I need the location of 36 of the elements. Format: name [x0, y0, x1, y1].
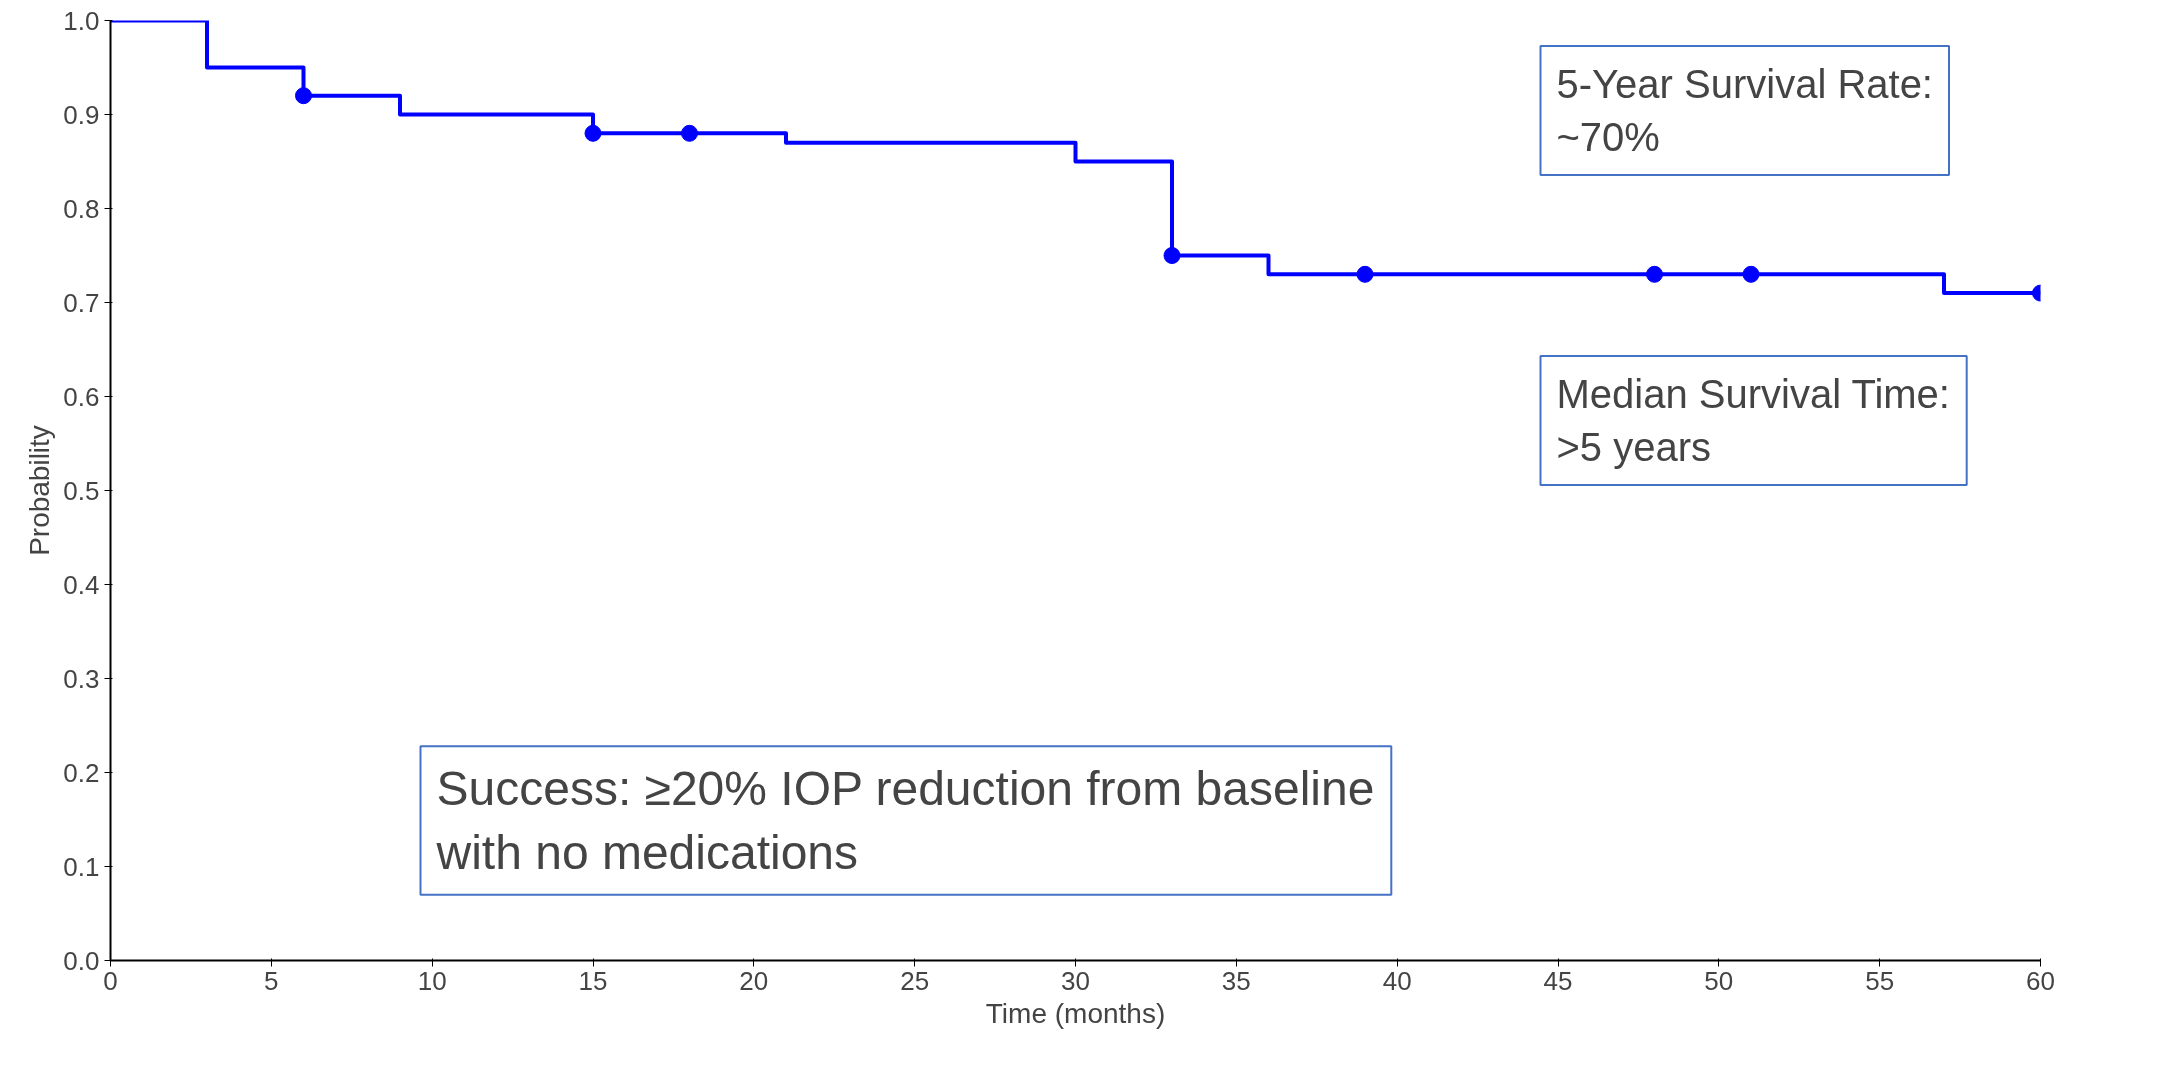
x-tick-label: 55 — [1865, 965, 1895, 996]
y-tick-label: 0.7 — [63, 287, 100, 318]
x-tick-label: 45 — [1543, 965, 1573, 996]
x-tick-label: 25 — [900, 965, 930, 996]
annotation: Median Survival Time: >5 years — [1556, 372, 1950, 469]
point — [1356, 265, 1374, 283]
x-tick-label: 15 — [578, 965, 608, 996]
y-tick-label: 0.2 — [63, 757, 100, 788]
x-tick-label: 10 — [417, 965, 447, 996]
point — [295, 87, 312, 105]
y-tick-label: 0.0 — [63, 945, 100, 976]
point — [584, 124, 602, 142]
x-axis-title: Time (months) — [985, 997, 1166, 1029]
y-tick-label: 0.3 — [63, 663, 100, 694]
x-tick-label: 50 — [1704, 965, 1734, 996]
point — [1742, 265, 1760, 283]
y-tick-label: 0.8 — [63, 193, 100, 224]
point — [681, 124, 698, 142]
x-tick-label: 30 — [1061, 965, 1090, 996]
x-tick-label: 20 — [739, 965, 769, 996]
y-tick-label: 0.1 — [63, 851, 100, 882]
point — [1646, 265, 1663, 283]
x-tick-label: 0 — [103, 965, 118, 996]
y-axis-title: Probability — [24, 425, 56, 556]
x-tick-label: 5 — [264, 965, 279, 996]
annotation: Success: ≥20% IOP reduction from baseline with no medications — [435, 762, 1375, 879]
y-tick-label: 1.0 — [63, 5, 100, 36]
y-tick-label: 0.4 — [63, 569, 100, 600]
x-tick-label: 40 — [1382, 965, 1412, 996]
y-tick-label: 0.6 — [63, 381, 100, 412]
x-tick-label: 60 — [2026, 965, 2055, 996]
annotation: 5-Year Survival Rate: ~70% — [1556, 62, 1933, 159]
x-tick-label: 35 — [1221, 965, 1251, 996]
y-tick-label: 0.5 — [63, 475, 100, 506]
point — [1163, 247, 1181, 264]
y-tick-label: 0.9 — [63, 99, 100, 130]
